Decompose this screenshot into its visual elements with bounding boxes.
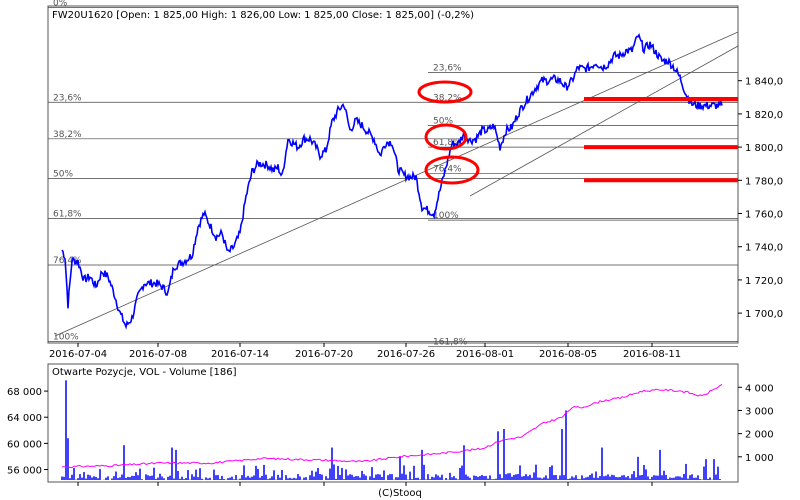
fib-label: 23,6%	[433, 63, 462, 73]
price-chart-title: FW20U1620 [Open: 1 825,00 High: 1 826,00…	[52, 10, 474, 21]
x-tick-label: 2016-08-11	[623, 349, 681, 360]
red-circle	[424, 155, 480, 185]
y-tick-label: 1 720,0	[745, 276, 783, 287]
left-tick-label: 60 000	[7, 439, 42, 450]
y-tick-label: 1 780,0	[745, 176, 783, 187]
x-tick-label: 2016-07-08	[129, 349, 187, 360]
y-tick-label: 1 840,0	[745, 77, 783, 88]
y-tick-label: 1 760,0	[745, 210, 783, 221]
left-tick-label: 64 000	[7, 413, 42, 424]
y-tick-label: 1 740,0	[745, 243, 783, 254]
volume-chart-title: Otwarte Pozycje, VOL - Volume [186]	[52, 367, 237, 378]
y-tick-label: 1 700,0	[745, 309, 783, 320]
red-level-lines	[584, 96, 738, 183]
footer-credit: (C)Stooq	[378, 488, 422, 499]
x-tick-label: 2016-07-20	[295, 349, 353, 360]
right-tick-label: 3 000	[745, 406, 774, 417]
trend-line	[469, 45, 739, 197]
left-tick-label: 56 000	[7, 466, 42, 477]
volume-chart-frame	[47, 363, 739, 483]
x-tick-label: 2016-08-05	[539, 349, 597, 360]
red-circle-annotations	[417, 80, 480, 185]
volume-left-axis: 56 000 60 000 64 000 68 000	[7, 387, 48, 477]
fib-label: 38,2%	[53, 130, 82, 140]
fib-label: 0%	[53, 0, 68, 9]
red-circle	[417, 80, 473, 104]
red-circle	[424, 123, 468, 151]
volume-right-axis: 1 000 2 000 3 000 4 000	[738, 383, 774, 464]
fib-label: 76,4%	[53, 256, 82, 266]
fib-label: 38,2%	[433, 93, 462, 103]
x-tick-label: 2016-07-04	[49, 349, 107, 360]
open-interest-polyline	[61, 384, 723, 469]
volume-bars	[61, 380, 721, 480]
y-tick-label: 1 800,0	[745, 143, 783, 154]
fib-label: 76,4%	[433, 165, 462, 175]
fib-label: 50%	[53, 170, 73, 180]
price-line	[61, 33, 723, 330]
y-tick-label: 1 820,0	[745, 110, 783, 121]
fib-label: 61,8%	[53, 209, 82, 219]
x-tick-label: 2016-08-01	[456, 349, 514, 360]
fib-label: 161,8%	[433, 337, 468, 347]
left-tick-label: 68 000	[7, 387, 42, 398]
right-tick-label: 2 000	[745, 430, 774, 441]
right-tick-label: 4 000	[745, 383, 774, 394]
x-tick-label: 2016-07-26	[377, 349, 435, 360]
fib-label: 61,8%	[433, 138, 462, 148]
fib-label: 100%	[433, 211, 459, 221]
fib-label: 23,6%	[53, 93, 82, 103]
price-y-axis: 1 700,0 1 720,0 1 740,0 1 760,0 1 780,0 1 800…	[738, 77, 783, 320]
price-series	[61, 33, 723, 330]
x-tick-label: 2016-07-14	[211, 349, 269, 360]
right-tick-label: 1 000	[745, 453, 774, 464]
volume-x-axis	[77, 482, 653, 486]
price-x-axis: 2016-07-04 2016-07-08 2016-07-14 2016-07-20…	[49, 343, 681, 360]
price-chart-frame	[47, 5, 739, 344]
fib-label: 100%	[53, 332, 79, 342]
fib-label: 50%	[433, 117, 453, 127]
open-interest-line	[61, 384, 723, 469]
